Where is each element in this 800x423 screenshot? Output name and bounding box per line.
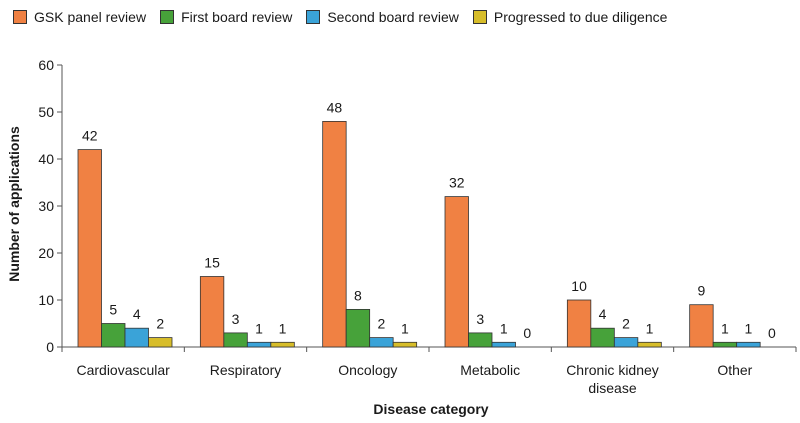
bar-cardiovascular-progressed-to-due-diligence (148, 337, 173, 348)
bar-respiratory-gsk-panel-review (199, 276, 225, 348)
bar-chronic-kidney-disease-gsk-panel-review (566, 299, 592, 348)
bar-other-gsk-panel-review (689, 304, 714, 348)
legend-swatch-progressed-to-due-diligence (472, 10, 487, 24)
data-label-other-first-board-review: 1 (721, 320, 729, 336)
bar-oncology-second-board-review (369, 337, 394, 348)
bar-metabolic-gsk-panel-review (444, 196, 469, 348)
bar-metabolic-second-board-review (491, 341, 516, 348)
x-tick-label: Oncology (338, 362, 397, 378)
legend-item-first-board-review: First board review (160, 9, 292, 25)
data-label-cardiovascular-gsk-panel-review: 42 (82, 128, 98, 144)
data-label-metabolic-first-board-review: 3 (476, 311, 484, 327)
data-label-respiratory-gsk-panel-review: 15 (204, 255, 220, 271)
bar-other-first-board-review (712, 341, 738, 348)
data-label-metabolic-progressed-to-due-diligence: 0 (523, 325, 531, 341)
bar-chronic-kidney-disease-progressed-to-due-diligence (637, 341, 662, 348)
data-label-oncology-progressed-to-due-diligence: 1 (401, 320, 409, 336)
y-tick-label: 20 (38, 245, 54, 261)
y-tick-label: 0 (46, 339, 54, 355)
legend-label-gsk-panel-review: GSK panel review (34, 9, 147, 25)
bar-oncology-gsk-panel-review (322, 121, 347, 348)
data-label-metabolic-gsk-panel-review: 32 (449, 175, 465, 191)
legend-label-first-board-review: First board review (181, 9, 293, 25)
bar-other-second-board-review (736, 341, 761, 348)
data-label-chronic-kidney-disease-gsk-panel-review: 10 (571, 278, 587, 294)
y-tick-label: 40 (38, 151, 54, 167)
legend-label-progressed-to-due-diligence: Progressed to due diligence (493, 9, 668, 25)
data-label-oncology-gsk-panel-review: 48 (327, 99, 343, 115)
legend-item-progressed-to-due-diligence: Progressed to due diligence (472, 9, 668, 25)
data-label-cardiovascular-first-board-review: 5 (109, 302, 117, 318)
data-label-metabolic-second-board-review: 1 (500, 320, 508, 336)
y-tick-label: 10 (38, 292, 54, 308)
data-label-chronic-kidney-disease-first-board-review: 4 (599, 306, 607, 322)
x-tick-label: Metabolic (460, 362, 520, 378)
y-axis-title: Number of applications (6, 126, 22, 282)
legend-label-second-board-review: Second board review (327, 9, 459, 25)
bar-cardiovascular-first-board-review (101, 323, 126, 348)
x-tick-label: Chronic kidney (566, 362, 659, 378)
y-tick-label: 60 (38, 57, 54, 73)
x-tick-label: Other (717, 362, 752, 378)
data-label-cardiovascular-progressed-to-due-diligence: 2 (156, 316, 164, 332)
y-tick-label: 50 (38, 104, 54, 120)
bar-metabolic-first-board-review (468, 332, 493, 348)
legend-item-gsk-panel-review: GSK panel review (13, 9, 146, 25)
bar-oncology-first-board-review (345, 308, 371, 348)
chart-bars (77, 121, 761, 348)
bar-chronic-kidney-disease-second-board-review (613, 337, 639, 348)
data-label-chronic-kidney-disease-second-board-review: 2 (622, 316, 630, 332)
x-axis-title: Disease category (373, 401, 488, 417)
data-label-respiratory-first-board-review: 3 (232, 311, 240, 327)
data-label-chronic-kidney-disease-progressed-to-due-diligence: 1 (646, 320, 654, 336)
legend-swatch-first-board-review (160, 10, 175, 24)
bar-respiratory-second-board-review (246, 341, 272, 348)
legend-swatch-second-board-review (306, 10, 321, 24)
data-label-oncology-first-board-review: 8 (354, 287, 362, 303)
bar-cardiovascular-gsk-panel-review (77, 149, 102, 348)
bar-respiratory-first-board-review (223, 332, 248, 348)
x-tick-label: Respiratory (210, 362, 282, 378)
legend: GSK panel review First board review Seco… (13, 9, 681, 25)
x-tick-label: Cardiovascular (76, 362, 170, 378)
bar-cardiovascular-second-board-review (124, 327, 149, 348)
data-label-respiratory-progressed-to-due-diligence: 1 (279, 320, 287, 336)
data-label-other-progressed-to-due-diligence: 0 (768, 325, 776, 341)
bar-chronic-kidney-disease-first-board-review (590, 327, 615, 348)
data-label-respiratory-second-board-review: 1 (255, 320, 263, 336)
bar-respiratory-progressed-to-due-diligence (270, 341, 295, 348)
data-label-oncology-second-board-review: 2 (378, 316, 386, 332)
data-label-other-gsk-panel-review: 9 (698, 283, 706, 299)
y-tick-label: 30 (38, 198, 54, 214)
data-label-other-second-board-review: 1 (745, 320, 753, 336)
data-label-cardiovascular-second-board-review: 4 (133, 306, 141, 322)
bar-oncology-progressed-to-due-diligence (392, 341, 418, 348)
legend-swatch-gsk-panel-review (13, 10, 27, 24)
legend-item-second-board-review: Second board review (306, 9, 459, 25)
x-tick-label: disease (588, 380, 636, 396)
